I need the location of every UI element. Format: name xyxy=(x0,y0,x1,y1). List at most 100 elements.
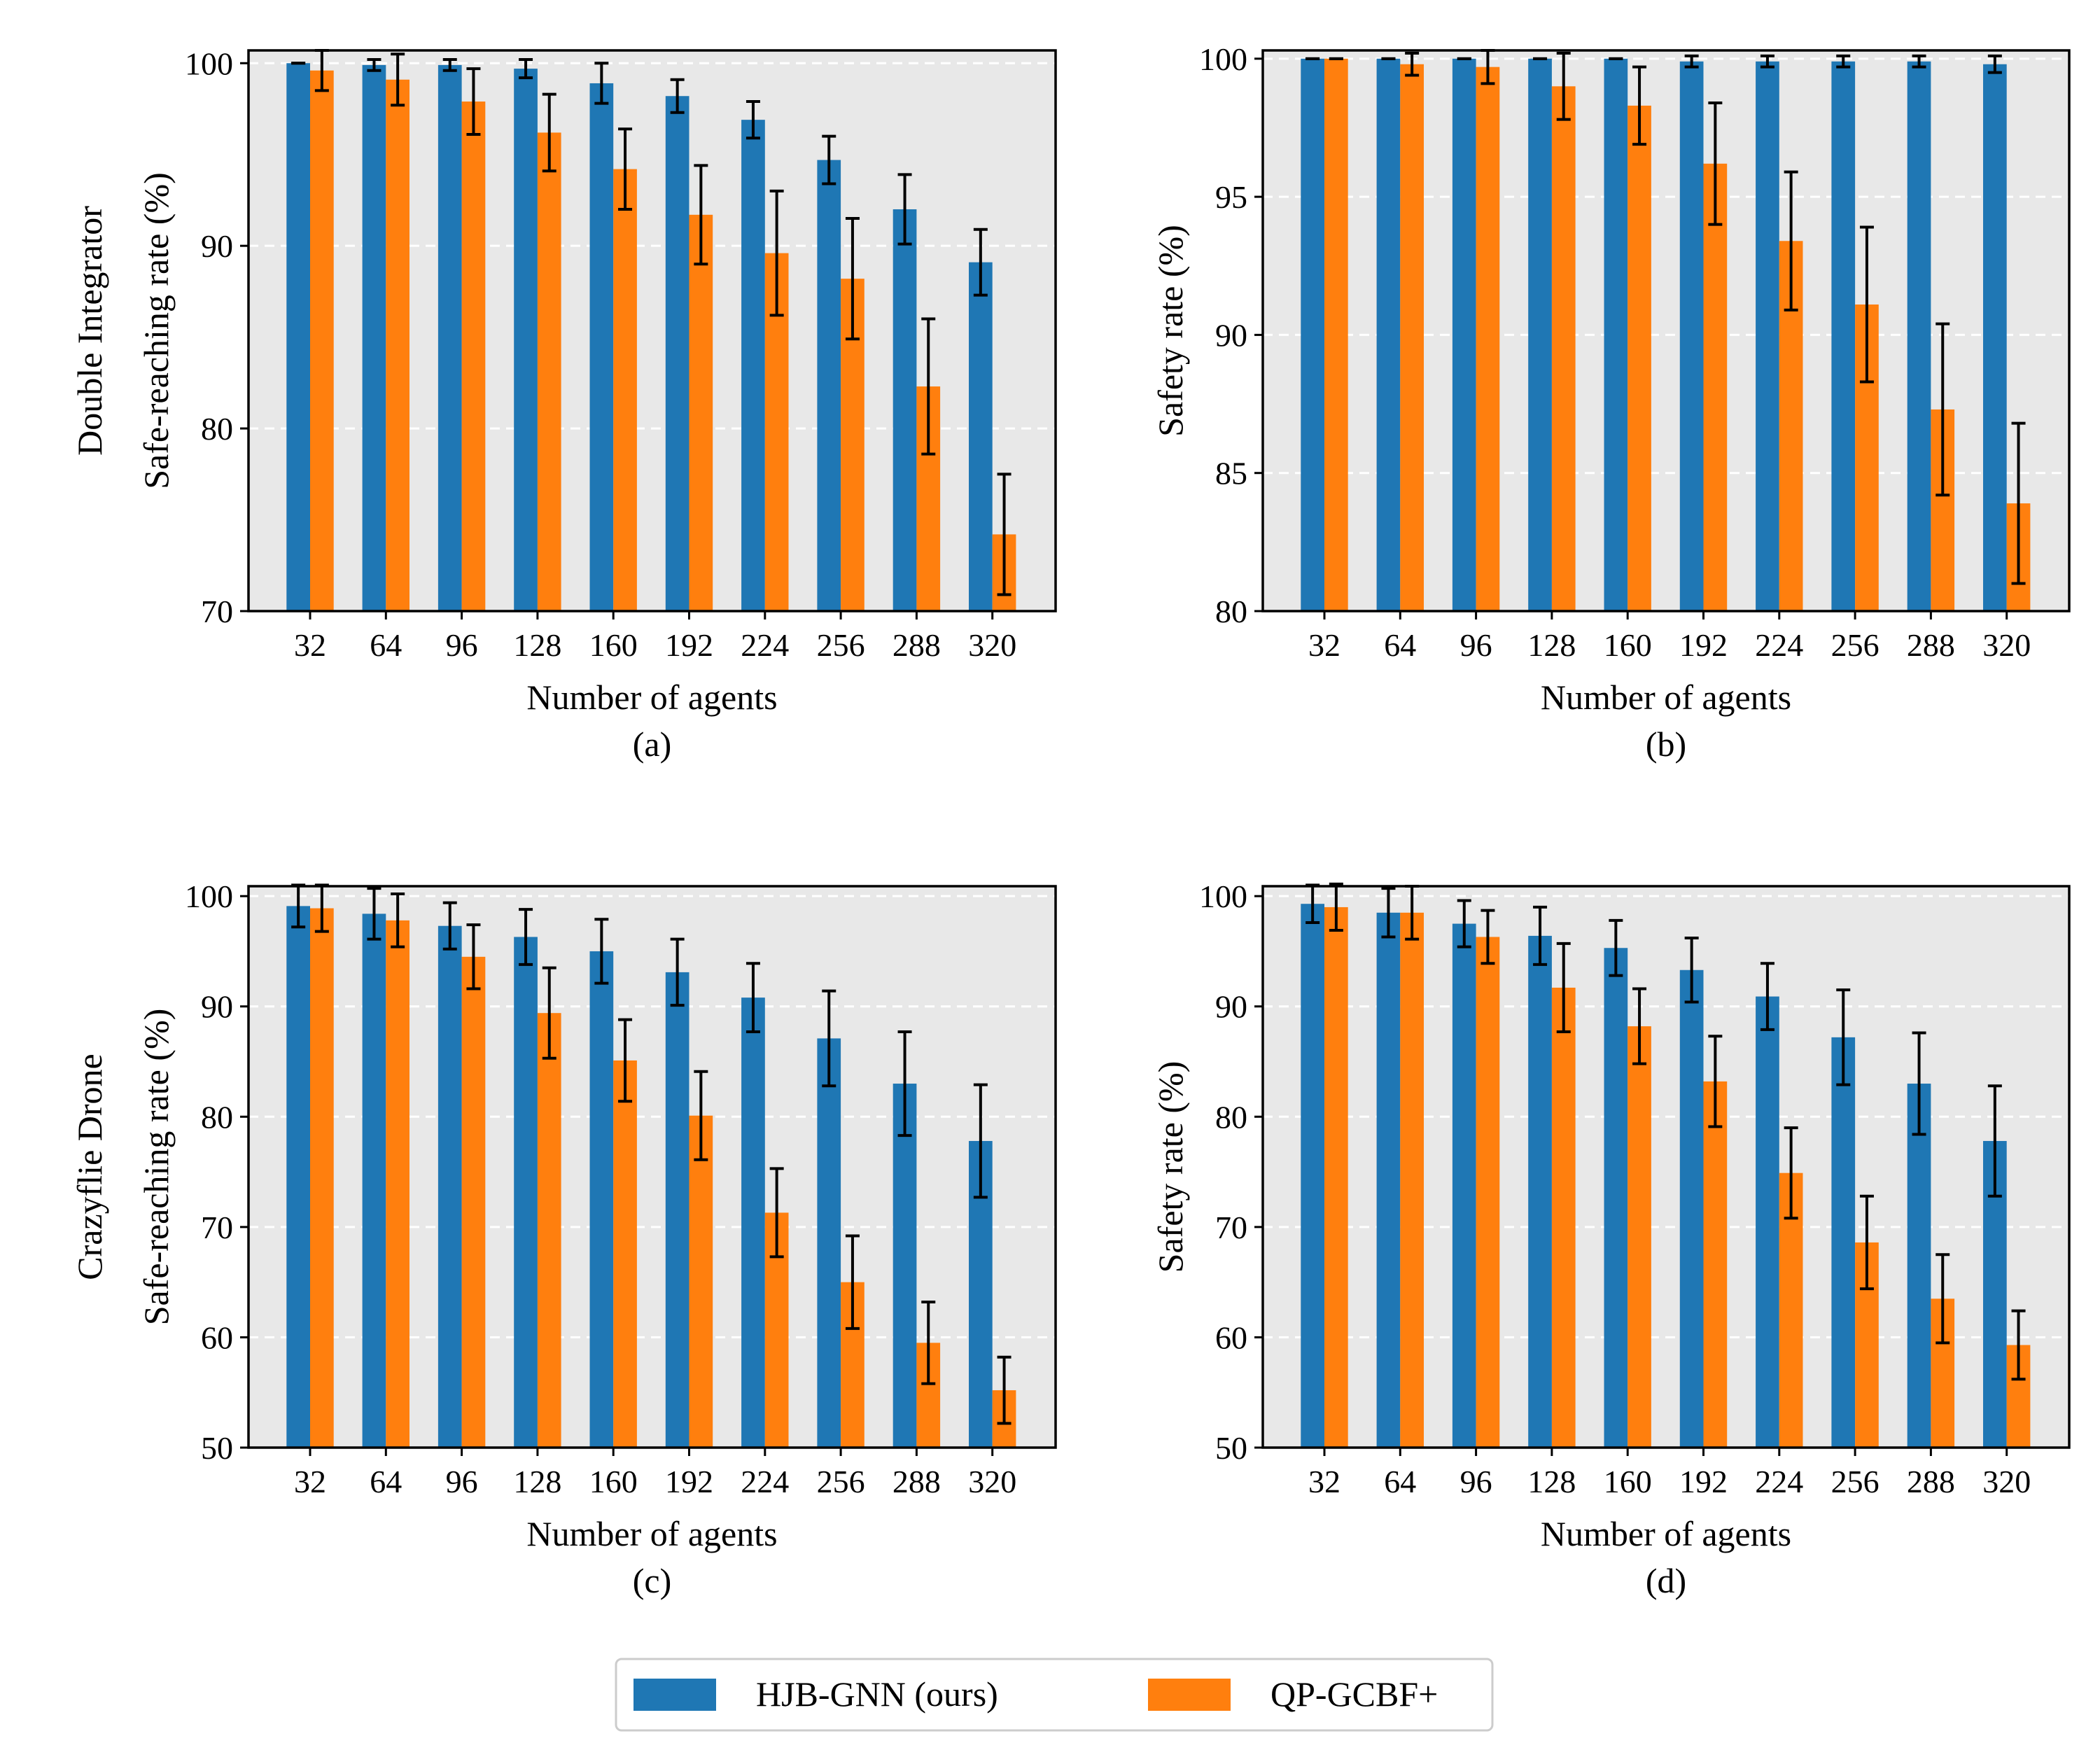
bar-hjb-gnn-288 xyxy=(892,209,917,611)
legend: HJB-GNN (ours) QP-GCBF+ xyxy=(615,1658,1494,1732)
bar-hjb-gnn-32 xyxy=(1301,58,1324,611)
panels: 70 80 90 100 32 64 96 128 160 192 224 256 288 320 Numb… xyxy=(70,41,2071,1600)
axes-frame xyxy=(247,49,1057,612)
x-tick-label: 96 xyxy=(446,627,478,663)
bar-hjb-gnn-128 xyxy=(1528,58,1552,611)
bar-hjb-gnn-192 xyxy=(665,972,690,1448)
x-tick-label: 224 xyxy=(1755,627,1803,663)
x-tick-label: 192 xyxy=(1679,627,1728,663)
bar-hjb-gnn-96 xyxy=(1452,58,1476,611)
bar-hjb-gnn-96 xyxy=(438,925,462,1448)
row-label: Double Integrator xyxy=(70,206,109,456)
x-tick-label: 32 xyxy=(1308,1464,1340,1499)
chart-panel-4: 50 60 70 80 90 100 32 64 96 128 160 192 224 256 288 320… xyxy=(1151,878,2071,1600)
x-tick-label: 256 xyxy=(1831,627,1879,663)
bar-hjb-gnn-192 xyxy=(1679,61,1704,611)
bar-hjb-gnn-96 xyxy=(438,64,462,611)
bar-qp-gcbf-96 xyxy=(461,102,486,612)
x-tick-label: 288 xyxy=(892,627,941,663)
x-tick-label: 64 xyxy=(1384,627,1416,663)
x-tick-label: 96 xyxy=(1460,1464,1492,1499)
y-tick-label: 50 xyxy=(201,1430,233,1466)
bar-hjb-gnn-224 xyxy=(741,120,765,611)
y-axis-label: Safe-reaching rate (%) xyxy=(136,172,176,489)
panel-label: (a) xyxy=(633,724,672,764)
x-tick-label: 160 xyxy=(1604,1464,1652,1499)
axes-frame xyxy=(1261,49,2071,612)
bar-qp-gcbf-32 xyxy=(1324,58,1348,611)
x-tick-label: 64 xyxy=(370,627,402,663)
bar-qp-gcbf-96 xyxy=(461,956,486,1448)
bar-hjb-gnn-288 xyxy=(1907,61,1931,611)
x-tick-label: 160 xyxy=(589,627,638,663)
bar-hjb-gnn-32 xyxy=(286,63,310,611)
bar-qp-gcbf-192 xyxy=(689,1115,713,1448)
bar-qp-gcbf-64 xyxy=(386,79,410,612)
legend-frame xyxy=(615,1658,1494,1732)
chart-panel-3: 50 60 70 80 90 100 32 64 96 128 160 192 224 256 288 320… xyxy=(70,878,1057,1600)
bar-hjb-gnn-32 xyxy=(286,906,310,1448)
x-tick-label: 128 xyxy=(1527,627,1576,663)
x-tick-label: 224 xyxy=(1755,1464,1803,1499)
x-axis-label: Number of agents xyxy=(1541,1514,1791,1553)
bar-qp-gcbf-32 xyxy=(1324,906,1348,1448)
y-tick-label: 80 xyxy=(201,411,233,447)
y-tick-label: 70 xyxy=(1215,1210,1247,1245)
y-tick-label: 80 xyxy=(201,1099,233,1135)
y-tick-label: 60 xyxy=(1215,1320,1247,1355)
x-tick-label: 64 xyxy=(370,1464,402,1499)
legend-swatch-qp-gcbf xyxy=(1148,1679,1231,1711)
x-tick-label: 96 xyxy=(446,1464,478,1499)
y-tick-label: 100 xyxy=(1199,878,1247,914)
bar-hjb-gnn-128 xyxy=(1528,935,1552,1448)
y-tick-label: 85 xyxy=(1215,456,1247,491)
chart-panel-1: 70 80 90 100 32 64 96 128 160 192 224 256 288 320 Numb… xyxy=(70,46,1057,764)
x-tick-label: 160 xyxy=(1604,627,1652,663)
x-tick-label: 320 xyxy=(968,1464,1016,1499)
bar-hjb-gnn-320 xyxy=(969,262,993,611)
bar-qp-gcbf-64 xyxy=(1400,912,1424,1448)
x-axis-label: Number of agents xyxy=(526,1514,777,1553)
bar-qp-gcbf-64 xyxy=(1400,64,1424,611)
y-tick-label: 70 xyxy=(201,1210,233,1245)
x-tick-label: 192 xyxy=(665,1464,713,1499)
bar-hjb-gnn-64 xyxy=(362,913,386,1448)
bar-qp-gcbf-160 xyxy=(613,169,637,611)
bar-hjb-gnn-256 xyxy=(1831,61,1856,611)
x-tick-label: 96 xyxy=(1460,627,1492,663)
bar-qp-gcbf-128 xyxy=(1551,987,1576,1448)
y-tick-label: 100 xyxy=(185,878,233,914)
row-label: Crazyflie Drone xyxy=(70,1054,109,1280)
bar-hjb-gnn-320 xyxy=(1983,64,2007,611)
x-tick-label: 256 xyxy=(817,627,865,663)
bar-hjb-gnn-160 xyxy=(1604,58,1628,611)
y-tick-label: 90 xyxy=(1215,317,1247,353)
y-tick-label: 90 xyxy=(1215,989,1247,1025)
bar-qp-gcbf-128 xyxy=(537,1013,561,1448)
y-tick-label: 60 xyxy=(201,1320,233,1355)
x-tick-label: 128 xyxy=(1527,1464,1576,1499)
bar-qp-gcbf-64 xyxy=(386,920,410,1448)
x-axis-label: Number of agents xyxy=(1541,678,1791,717)
x-tick-label: 192 xyxy=(1679,1464,1728,1499)
x-axis-label: Number of agents xyxy=(526,678,777,717)
bar-hjb-gnn-96 xyxy=(1452,923,1476,1448)
y-tick-label: 100 xyxy=(1199,41,1247,77)
x-tick-label: 32 xyxy=(294,627,326,663)
x-tick-label: 288 xyxy=(1907,1464,1955,1499)
x-tick-label: 224 xyxy=(741,627,789,663)
x-tick-label: 32 xyxy=(294,1464,326,1499)
x-tick-label: 64 xyxy=(1384,1464,1416,1499)
legend-label-hjb-gnn: HJB-GNN (ours) xyxy=(756,1674,998,1714)
bar-qp-gcbf-32 xyxy=(310,908,334,1448)
y-tick-label: 95 xyxy=(1215,179,1247,215)
bar-qp-gcbf-96 xyxy=(1476,937,1500,1448)
y-tick-label: 90 xyxy=(201,228,233,264)
y-axis-label: Safe-reaching rate (%) xyxy=(136,1009,176,1326)
bar-hjb-gnn-128 xyxy=(514,937,538,1448)
x-tick-label: 128 xyxy=(513,627,561,663)
axes-frame xyxy=(1261,885,2071,1449)
y-tick-label: 80 xyxy=(1215,1099,1247,1135)
bar-qp-gcbf-128 xyxy=(537,132,561,612)
